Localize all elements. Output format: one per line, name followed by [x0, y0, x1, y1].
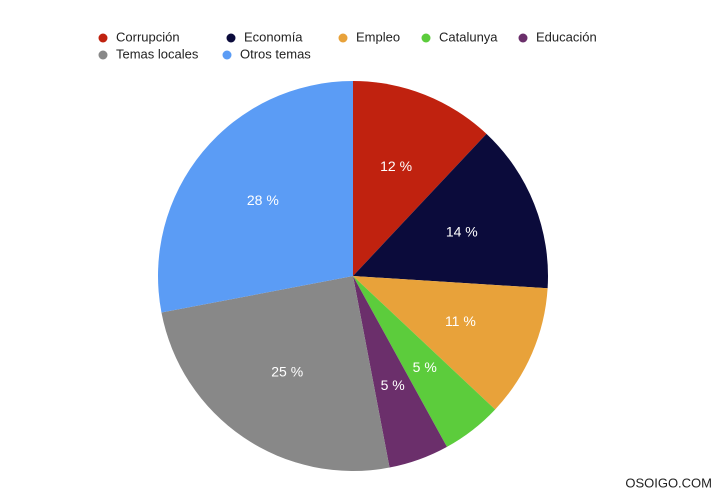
slice-label: 12 %	[380, 158, 412, 174]
legend-label: Catalunya	[439, 29, 498, 44]
legend-marker	[518, 33, 528, 43]
legend-label: Otros temas	[240, 46, 311, 61]
legend-label: Educación	[536, 29, 597, 44]
pie-slice	[353, 81, 487, 276]
slice-label: 11 %	[445, 313, 476, 329]
pie-slice	[158, 81, 353, 313]
legend-label: Corrupción	[116, 29, 180, 44]
slice-label: 5 %	[381, 377, 405, 393]
slice-label: 28 %	[247, 192, 279, 208]
legend-marker	[98, 33, 108, 43]
slice-label: 5 %	[413, 359, 437, 375]
legend-marker	[338, 33, 348, 43]
pie-slice	[353, 276, 447, 468]
legend-marker	[421, 33, 431, 43]
pie-slice	[353, 276, 496, 447]
legend-marker	[98, 50, 108, 60]
source: OSOIGO.COM	[625, 475, 712, 490]
legend-label: Economía	[244, 29, 303, 44]
slice-label: 14 %	[446, 224, 478, 240]
pie-slice	[353, 133, 548, 289]
pie-slice	[161, 276, 390, 471]
legend-label: Empleo	[356, 29, 400, 44]
legend-marker	[226, 33, 236, 43]
pie-slice	[353, 276, 548, 410]
legend-label: Temas locales	[116, 46, 199, 61]
slice-label: 25 %	[271, 363, 303, 379]
legend-marker	[222, 50, 232, 60]
